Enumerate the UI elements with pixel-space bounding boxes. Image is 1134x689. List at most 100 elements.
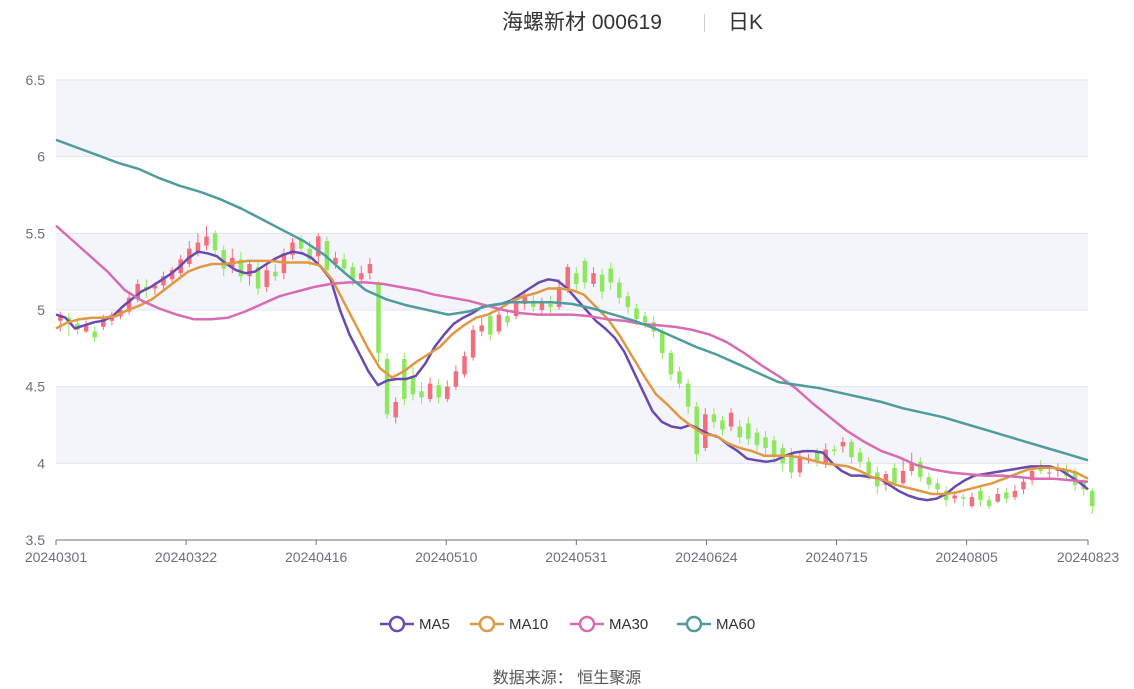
legend-item-ma10[interactable]: MA10	[470, 612, 548, 636]
candle	[1090, 487, 1095, 514]
candle	[1004, 487, 1009, 504]
candle	[453, 365, 459, 390]
candle	[720, 415, 725, 436]
candle-body	[376, 283, 381, 353]
candle	[746, 417, 751, 445]
legend-label: MA5	[419, 615, 450, 633]
candle-body	[909, 463, 914, 471]
candle-body	[247, 264, 252, 277]
candle-body	[918, 461, 923, 478]
y-tick-label: 5	[37, 302, 45, 318]
candle-body	[341, 259, 347, 269]
candle	[703, 408, 708, 452]
candle	[427, 377, 433, 402]
candle-body	[1090, 490, 1095, 507]
candle-body	[204, 236, 209, 246]
candle	[685, 379, 691, 415]
legend-item-ma60[interactable]: MA60	[677, 612, 755, 636]
candle-body	[316, 236, 321, 257]
candle	[359, 265, 364, 284]
candle-body	[101, 319, 106, 327]
legend-item-ma5[interactable]: MA5	[380, 612, 450, 636]
background-band	[56, 386, 1088, 464]
candle-body	[58, 314, 63, 321]
candle-body	[866, 461, 871, 475]
candle	[668, 349, 674, 381]
candle-body	[625, 296, 631, 307]
legend-label: MA60	[716, 615, 756, 633]
candle-body	[720, 420, 725, 430]
candle-body	[565, 267, 570, 289]
y-tick-label: 6	[37, 149, 45, 165]
candle-body	[582, 260, 588, 283]
candle-body	[660, 331, 665, 353]
candle-body	[195, 242, 201, 254]
candle	[488, 311, 493, 341]
candle	[900, 458, 906, 485]
candle	[384, 352, 390, 419]
candle-body	[840, 441, 846, 447]
candle	[978, 484, 983, 507]
candle-body	[746, 423, 751, 439]
candle-body	[857, 452, 863, 462]
candle-body	[634, 308, 639, 320]
candle-body	[883, 474, 889, 485]
candle-body	[126, 297, 132, 312]
x-tick-label: 20240416	[285, 549, 348, 565]
candle	[582, 257, 588, 289]
candle-body	[462, 356, 467, 375]
candle-body	[685, 383, 691, 407]
candle	[556, 279, 562, 310]
candle-body	[728, 412, 734, 427]
candle	[737, 420, 742, 444]
candle	[169, 267, 175, 283]
x-tick-label: 20240510	[415, 549, 478, 565]
candle	[995, 487, 1000, 504]
candle-body	[539, 302, 545, 310]
candle	[316, 233, 321, 264]
candle-body	[419, 391, 424, 398]
candle	[92, 326, 97, 343]
legend-line-circle-icon	[677, 615, 711, 633]
candle-body	[737, 426, 742, 438]
ma30-line	[55, 224, 1089, 483]
candle-body	[505, 316, 510, 323]
candle	[445, 380, 450, 402]
legend-line-circle-icon	[570, 615, 604, 633]
candle-body	[1004, 492, 1009, 499]
candle	[1047, 467, 1052, 479]
candle-body	[952, 495, 957, 499]
candle-body	[789, 454, 794, 473]
candle-body	[453, 371, 459, 387]
candle	[625, 291, 631, 315]
candle	[264, 264, 269, 292]
legend-item-ma30[interactable]: MA30	[570, 612, 648, 636]
candle-body	[978, 490, 983, 501]
candle	[462, 351, 467, 378]
candle-body	[436, 385, 441, 398]
candle	[548, 296, 553, 314]
y-tick-label: 4	[37, 455, 45, 471]
candle-body	[307, 248, 312, 260]
candle	[238, 251, 244, 283]
candle	[574, 267, 579, 292]
candle-body	[255, 267, 261, 289]
candle-body	[479, 325, 484, 332]
candle-body	[574, 273, 579, 284]
candle-body	[152, 285, 158, 289]
ma-lines-layer	[55, 138, 1089, 502]
candle-body	[427, 383, 433, 399]
candle-body	[926, 477, 932, 485]
candle-body	[814, 452, 820, 461]
candle-body	[969, 497, 975, 507]
background-band	[56, 233, 1088, 310]
candle	[298, 234, 304, 255]
chart-background-bands	[56, 80, 1088, 464]
candle	[470, 325, 476, 361]
candle	[539, 297, 545, 317]
y-tick-label: 6.5	[26, 72, 46, 88]
candle	[505, 310, 510, 327]
candle	[436, 379, 441, 404]
candle-body	[264, 270, 269, 287]
candle-body	[531, 300, 536, 307]
